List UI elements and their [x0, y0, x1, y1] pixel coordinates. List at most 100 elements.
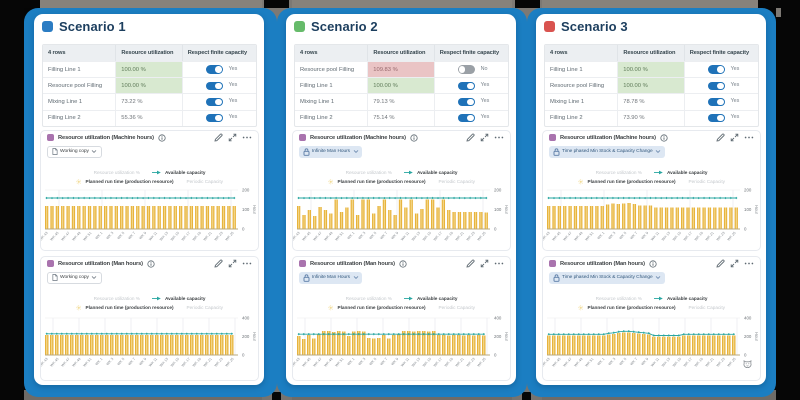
svg-text:WK 17: WK 17 — [433, 231, 443, 242]
svg-text:WK 9: WK 9 — [390, 231, 399, 240]
svg-text:WK 1: WK 1 — [347, 231, 356, 240]
svg-text:400: 400 — [744, 316, 752, 321]
svg-text:WK 43: WK 43 — [543, 231, 551, 242]
svg-text:WK 11: WK 11 — [148, 231, 158, 242]
svg-text:WK 43: WK 43 — [293, 357, 301, 368]
svg-text:WK 51: WK 51 — [334, 357, 344, 368]
svg-text:WK 11: WK 11 — [400, 357, 410, 368]
svg-text:WK 15: WK 15 — [422, 357, 432, 368]
svg-text:WK 15: WK 15 — [672, 357, 682, 368]
svg-text:WK 7: WK 7 — [629, 231, 638, 240]
svg-text:WK 21: WK 21 — [203, 357, 213, 368]
svg-text:0: 0 — [494, 353, 497, 358]
svg-text:WK 9: WK 9 — [640, 231, 649, 240]
svg-text:WK 11: WK 11 — [400, 231, 410, 242]
svg-text:WK 3: WK 3 — [607, 357, 616, 366]
svg-text:Hour: Hour — [754, 332, 759, 342]
svg-text:WK 49: WK 49 — [71, 357, 81, 368]
svg-text:WK 51: WK 51 — [584, 231, 594, 242]
svg-text:WK 7: WK 7 — [127, 357, 136, 366]
svg-text:WK 45: WK 45 — [301, 357, 311, 368]
svg-text:100: 100 — [494, 207, 502, 212]
svg-text:WK 5: WK 5 — [116, 231, 125, 240]
svg-text:WK 3: WK 3 — [105, 231, 114, 240]
svg-text:WK 9: WK 9 — [138, 231, 147, 240]
svg-text:200: 200 — [744, 188, 752, 193]
svg-text:WK 5: WK 5 — [368, 357, 377, 366]
svg-text:WK 13: WK 13 — [411, 231, 421, 242]
svg-text:WK 13: WK 13 — [159, 357, 169, 368]
svg-text:WK 5: WK 5 — [618, 357, 627, 366]
svg-text:100: 100 — [242, 207, 250, 212]
svg-text:WK 21: WK 21 — [705, 231, 715, 242]
svg-text:WK 49: WK 49 — [323, 231, 333, 242]
svg-text:WK 3: WK 3 — [357, 231, 366, 240]
svg-text:WK 17: WK 17 — [683, 231, 693, 242]
svg-text:WK 47: WK 47 — [60, 231, 70, 242]
svg-text:WK 15: WK 15 — [422, 231, 432, 242]
svg-text:WK 23: WK 23 — [214, 231, 224, 242]
svg-text:WK 19: WK 19 — [192, 231, 202, 242]
svg-text:0: 0 — [494, 227, 497, 232]
svg-text:WK 47: WK 47 — [312, 231, 322, 242]
svg-text:WK 51: WK 51 — [334, 231, 344, 242]
svg-text:WK 11: WK 11 — [148, 357, 158, 368]
svg-text:WK 9: WK 9 — [138, 357, 147, 366]
svg-text:WK 17: WK 17 — [181, 357, 191, 368]
svg-text:WK 45: WK 45 — [49, 357, 59, 368]
svg-text:WK 15: WK 15 — [170, 357, 180, 368]
svg-text:WK 47: WK 47 — [60, 357, 70, 368]
svg-text:WK 1: WK 1 — [597, 357, 606, 366]
svg-text:WK 23: WK 23 — [716, 357, 726, 368]
svg-text:WK 25: WK 25 — [727, 231, 737, 242]
svg-text:WK 45: WK 45 — [301, 231, 311, 242]
svg-text:WK 7: WK 7 — [379, 231, 388, 240]
svg-text:WK 23: WK 23 — [716, 231, 726, 242]
svg-text:WK 25: WK 25 — [477, 357, 487, 368]
svg-text:WK 23: WK 23 — [214, 357, 224, 368]
svg-text:WK 51: WK 51 — [82, 231, 92, 242]
svg-text:WK 13: WK 13 — [661, 357, 671, 368]
svg-text:WK 15: WK 15 — [672, 231, 682, 242]
svg-text:WK 21: WK 21 — [203, 231, 213, 242]
svg-text:WK 23: WK 23 — [466, 357, 476, 368]
svg-text:WK 47: WK 47 — [562, 231, 572, 242]
svg-text:0: 0 — [744, 353, 747, 358]
svg-text:WK 11: WK 11 — [650, 357, 660, 368]
svg-text:WK 49: WK 49 — [323, 357, 333, 368]
svg-text:WK 21: WK 21 — [455, 357, 465, 368]
svg-text:WK 5: WK 5 — [116, 357, 125, 366]
svg-text:200: 200 — [242, 334, 250, 339]
svg-text:WK 25: WK 25 — [727, 357, 737, 368]
svg-text:WK 5: WK 5 — [618, 231, 627, 240]
svg-text:WK 3: WK 3 — [357, 357, 366, 366]
svg-text:WK 43: WK 43 — [41, 231, 49, 242]
svg-text:Hour: Hour — [754, 205, 759, 215]
svg-text:0: 0 — [242, 353, 245, 358]
svg-text:WK 1: WK 1 — [95, 231, 104, 240]
svg-text:WK 51: WK 51 — [82, 357, 92, 368]
svg-text:WK 3: WK 3 — [607, 231, 616, 240]
svg-text:Hour: Hour — [252, 332, 257, 342]
svg-text:400: 400 — [242, 316, 250, 321]
svg-text:200: 200 — [242, 188, 250, 193]
svg-text:WK 43: WK 43 — [293, 231, 301, 242]
svg-text:WK 49: WK 49 — [573, 231, 583, 242]
svg-text:WK 1: WK 1 — [95, 357, 104, 366]
svg-text:WK 11: WK 11 — [650, 231, 660, 242]
svg-text:WK 7: WK 7 — [127, 231, 136, 240]
svg-text:WK 19: WK 19 — [444, 231, 454, 242]
svg-text:WK 1: WK 1 — [597, 231, 606, 240]
svg-text:WK 19: WK 19 — [694, 231, 704, 242]
svg-text:WK 45: WK 45 — [551, 357, 561, 368]
svg-text:WK 7: WK 7 — [629, 357, 638, 366]
svg-text:WK 17: WK 17 — [683, 357, 693, 368]
svg-text:WK 5: WK 5 — [368, 231, 377, 240]
svg-text:0: 0 — [242, 227, 245, 232]
svg-text:WK 17: WK 17 — [433, 357, 443, 368]
svg-text:WK 25: WK 25 — [225, 231, 235, 242]
svg-text:100: 100 — [744, 207, 752, 212]
svg-text:WK 23: WK 23 — [466, 231, 476, 242]
svg-text:400: 400 — [494, 316, 502, 321]
svg-text:WK 15: WK 15 — [170, 231, 180, 242]
